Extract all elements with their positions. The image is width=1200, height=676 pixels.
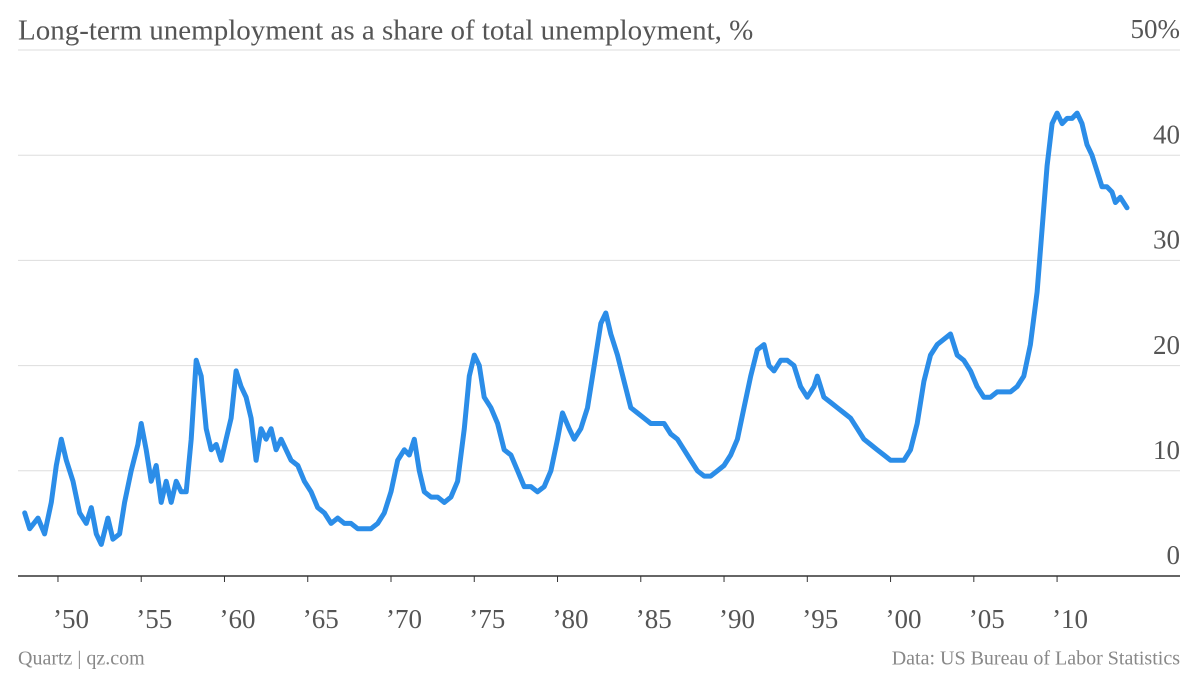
- series-line: [22, 110, 1130, 547]
- x-tick-label: ’70: [386, 604, 422, 634]
- y-tick-label: 50%: [1131, 14, 1181, 44]
- x-tick-label: ’00: [886, 604, 922, 634]
- x-tick-label: ’60: [219, 604, 255, 634]
- y-tick-label: 0: [1167, 540, 1181, 570]
- x-tick-label: ’80: [553, 604, 589, 634]
- x-tick-label: ’65: [303, 604, 339, 634]
- x-tick-label: ’95: [802, 604, 838, 634]
- x-tick-label: ’75: [469, 604, 505, 634]
- x-tick-label: ’55: [136, 604, 172, 634]
- x-tick-label: ’10: [1052, 604, 1088, 634]
- x-tick-label: ’90: [719, 604, 755, 634]
- credit: Quartz | qz.com: [18, 648, 145, 670]
- chart-title: Long-term unemployment as a share of tot…: [18, 15, 753, 47]
- y-tick-label: 40: [1153, 119, 1180, 149]
- y-tick-label: 20: [1153, 330, 1180, 360]
- source: Data: US Bureau of Labor Statistics: [892, 648, 1180, 670]
- x-tick-label: ’50: [53, 604, 89, 634]
- y-tick-label: 10: [1153, 435, 1180, 465]
- x-tick-label: ’85: [636, 604, 672, 634]
- y-tick-label: 30: [1153, 225, 1180, 255]
- x-tick-label: ’05: [969, 604, 1005, 634]
